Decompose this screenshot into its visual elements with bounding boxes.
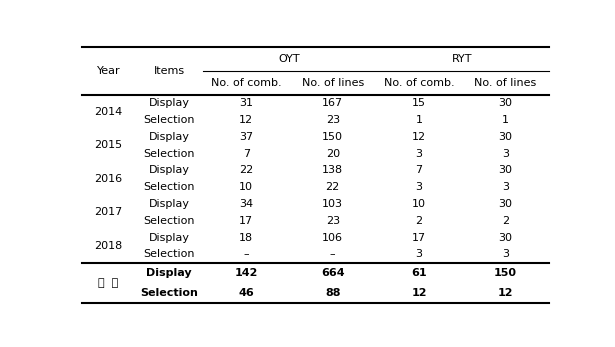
Text: 31: 31 — [239, 98, 253, 108]
Text: 2: 2 — [502, 216, 509, 226]
Text: 61: 61 — [411, 268, 427, 278]
Text: 150: 150 — [494, 268, 517, 278]
Text: 37: 37 — [239, 132, 253, 142]
Text: 106: 106 — [322, 232, 343, 243]
Text: OYT: OYT — [279, 54, 300, 64]
Text: 22: 22 — [239, 166, 253, 175]
Text: 30: 30 — [499, 132, 512, 142]
Text: 167: 167 — [322, 98, 343, 108]
Text: Selection: Selection — [143, 115, 195, 125]
Text: No. of comb.: No. of comb. — [211, 78, 282, 88]
Text: Selection: Selection — [143, 216, 195, 226]
Text: Display: Display — [149, 166, 189, 175]
Text: 20: 20 — [325, 149, 339, 159]
Text: 1: 1 — [416, 115, 423, 125]
Text: 10: 10 — [239, 182, 253, 192]
Text: 12: 12 — [411, 288, 427, 298]
Text: 23: 23 — [325, 216, 339, 226]
Text: Display: Display — [149, 199, 189, 209]
Text: 2015: 2015 — [95, 140, 122, 150]
Text: Display: Display — [149, 98, 189, 108]
Text: No. of lines: No. of lines — [474, 78, 537, 88]
Text: –: – — [330, 249, 336, 260]
Text: 664: 664 — [321, 268, 344, 278]
Text: 3: 3 — [502, 182, 509, 192]
Text: No. of comb.: No. of comb. — [384, 78, 454, 88]
Text: 23: 23 — [325, 115, 339, 125]
Text: 18: 18 — [239, 232, 253, 243]
Text: 46: 46 — [239, 288, 254, 298]
Text: 2016: 2016 — [95, 174, 122, 184]
Text: 34: 34 — [239, 199, 253, 209]
Text: 142: 142 — [234, 268, 258, 278]
Text: 30: 30 — [499, 232, 512, 243]
Text: 합  계: 합 계 — [98, 278, 119, 288]
Text: 3: 3 — [416, 249, 423, 260]
Text: 15: 15 — [412, 98, 426, 108]
Text: 30: 30 — [499, 98, 512, 108]
Text: RYT: RYT — [452, 54, 472, 64]
Text: 17: 17 — [412, 232, 426, 243]
Text: Selection: Selection — [143, 249, 195, 260]
Text: 1: 1 — [502, 115, 509, 125]
Text: 150: 150 — [322, 132, 343, 142]
Text: 3: 3 — [502, 149, 509, 159]
Text: 3: 3 — [502, 249, 509, 260]
Text: Display: Display — [149, 132, 189, 142]
Text: Display: Display — [149, 232, 189, 243]
Text: Selection: Selection — [143, 149, 195, 159]
Text: Selection: Selection — [140, 288, 198, 298]
Text: 2018: 2018 — [94, 241, 122, 251]
Text: 3: 3 — [416, 149, 423, 159]
Text: 103: 103 — [322, 199, 343, 209]
Text: 30: 30 — [499, 199, 512, 209]
Text: 17: 17 — [239, 216, 253, 226]
Text: 2017: 2017 — [94, 208, 122, 217]
Text: Selection: Selection — [143, 182, 195, 192]
Text: Year: Year — [97, 66, 121, 76]
Text: Items: Items — [154, 66, 184, 76]
Text: 2: 2 — [416, 216, 423, 226]
Text: 12: 12 — [412, 132, 426, 142]
Text: Display: Display — [146, 268, 192, 278]
Text: 3: 3 — [416, 182, 423, 192]
Text: 10: 10 — [412, 199, 426, 209]
Text: 2014: 2014 — [94, 107, 122, 117]
Text: 12: 12 — [498, 288, 514, 298]
Text: 138: 138 — [322, 166, 343, 175]
Text: 88: 88 — [325, 288, 341, 298]
Text: 12: 12 — [239, 115, 253, 125]
Text: No. of lines: No. of lines — [301, 78, 364, 88]
Text: 22: 22 — [325, 182, 340, 192]
Text: 7: 7 — [243, 149, 250, 159]
Text: –: – — [244, 249, 249, 260]
Text: 30: 30 — [499, 166, 512, 175]
Text: 7: 7 — [416, 166, 423, 175]
